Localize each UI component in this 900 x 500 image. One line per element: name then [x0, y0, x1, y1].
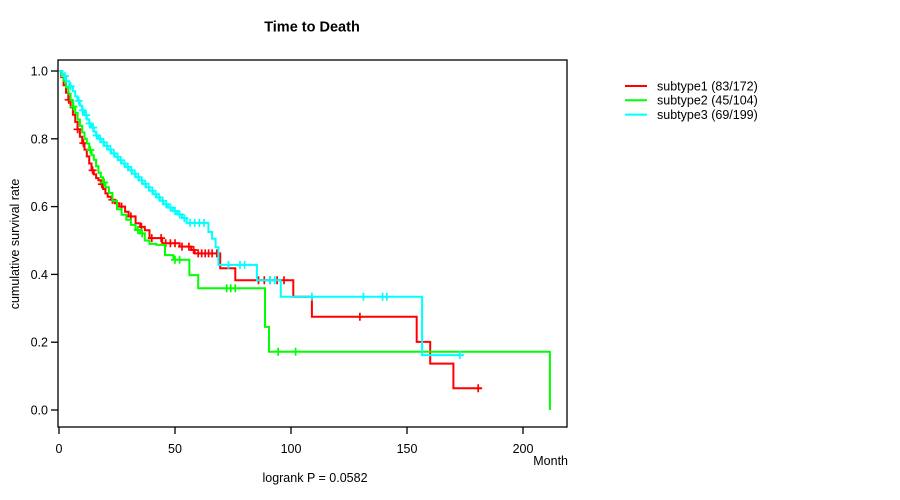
survival-curve-subtype3 — [59, 70, 463, 357]
censor-marks-subtype3 — [61, 72, 464, 360]
legend-item-1: subtype1 (83/172) — [625, 79, 758, 93]
legend-label: subtype1 (83/172) — [657, 79, 758, 93]
chart-title: Time to Death — [264, 20, 360, 36]
censor-marks-subtype2 — [69, 102, 300, 356]
y-tick-label: 0.4 — [31, 268, 48, 282]
legend: subtype1 (83/172)subtype2 (45/104)subtyp… — [625, 79, 758, 122]
y-tick-label: 0.2 — [31, 336, 48, 350]
x-axis-label: Month — [533, 454, 568, 468]
x-tick-label: 100 — [281, 442, 302, 456]
survival-curve-subtype2 — [59, 70, 551, 410]
series-1 — [59, 70, 483, 393]
x-tick-label: 0 — [56, 442, 63, 456]
survival-curves — [59, 70, 551, 410]
y-axis-label: cumulative survival rate — [8, 179, 22, 310]
y-axis: 0.0 0.2 0.4 0.6 0.8 1.0 — [31, 65, 58, 418]
censor-marks-subtype1 — [64, 95, 483, 393]
censor-plus-icon — [64, 95, 483, 393]
censor-plus-icon — [69, 102, 300, 356]
y-tick-label: 0.0 — [31, 404, 48, 418]
survival-curve-subtype1 — [59, 70, 482, 390]
x-tick-label: 200 — [513, 442, 534, 456]
y-tick-label: 0.8 — [31, 132, 48, 146]
x-axis: 0 50 100 150 200 — [56, 427, 534, 456]
plot-border-box — [57, 59, 568, 428]
legend-item-3: subtype3 (69/199) — [625, 108, 758, 122]
logrank-footnote: logrank P = 0.0582 — [262, 471, 367, 485]
y-tick-label: 0.6 — [31, 200, 48, 214]
legend-item-2: subtype2 (45/104) — [625, 94, 758, 108]
censor-plus-icon — [61, 72, 464, 360]
y-tick-label: 1.0 — [31, 65, 48, 79]
legend-label: subtype3 (69/199) — [657, 108, 758, 122]
x-tick-label: 150 — [397, 442, 418, 456]
x-tick-label: 50 — [168, 442, 182, 456]
legend-label: subtype2 (45/104) — [657, 94, 758, 108]
series-3 — [59, 70, 464, 360]
series-2 — [59, 70, 551, 410]
